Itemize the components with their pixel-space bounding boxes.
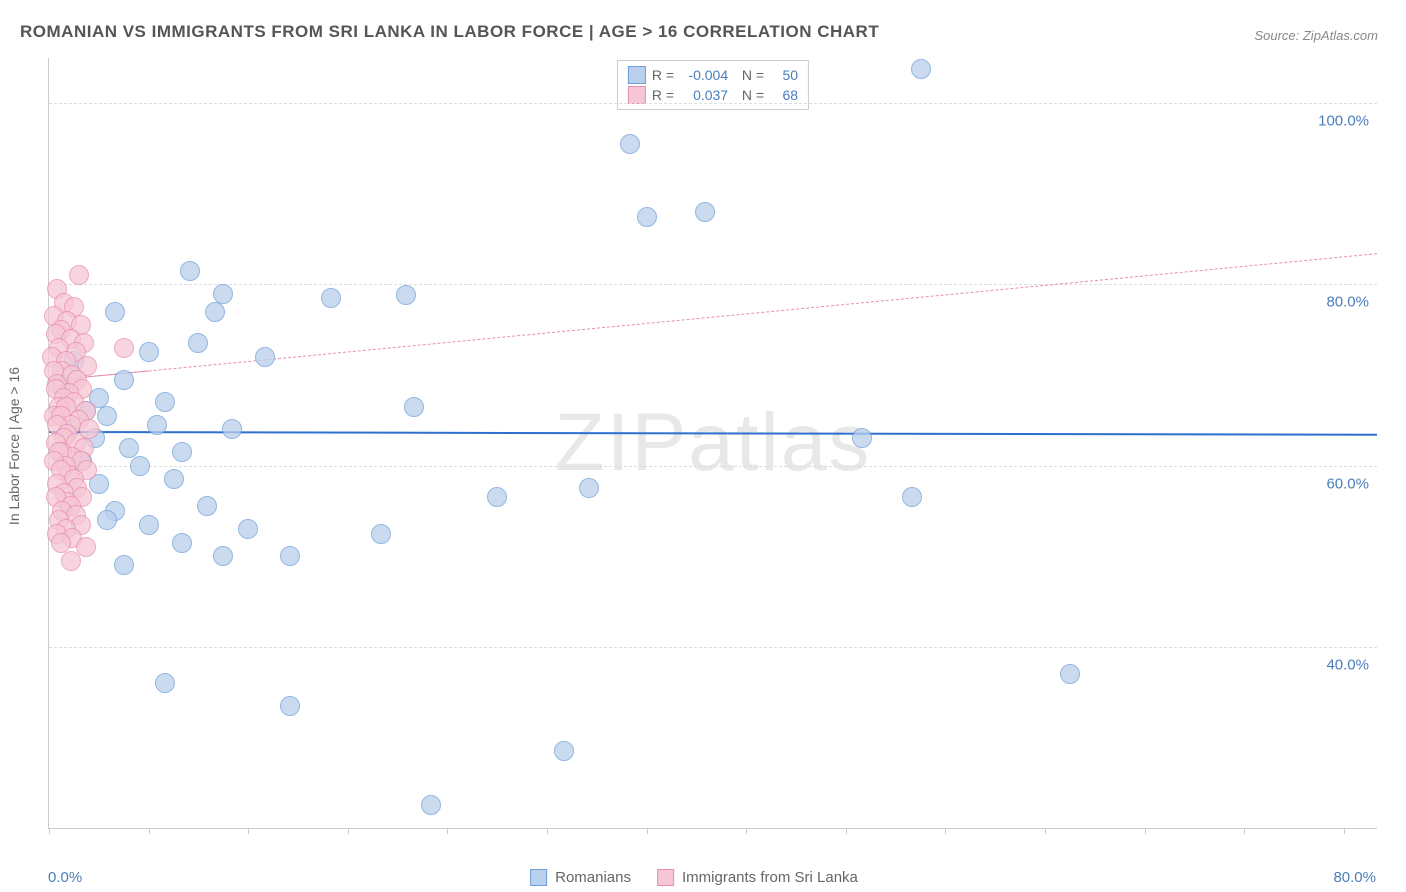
data-point (1060, 664, 1080, 684)
data-point (238, 519, 258, 539)
data-point (902, 487, 922, 507)
data-point (172, 533, 192, 553)
source-prefix: Source: (1254, 28, 1302, 43)
legend-n-label: N = (734, 85, 764, 105)
gridline (49, 284, 1377, 285)
trend-line (49, 431, 1377, 436)
data-point (396, 285, 416, 305)
x-axis-start-label: 0.0% (48, 869, 82, 886)
data-point (130, 456, 150, 476)
data-point (105, 302, 125, 322)
data-point (911, 59, 931, 79)
data-point (637, 207, 657, 227)
x-tick (746, 828, 747, 834)
data-point (155, 392, 175, 412)
data-point (114, 370, 134, 390)
legend-r-value: -0.004 (680, 65, 728, 85)
data-point (205, 302, 225, 322)
x-tick (547, 828, 548, 834)
x-tick (1145, 828, 1146, 834)
data-point (114, 555, 134, 575)
y-axis-label: In Labor Force | Age > 16 (6, 367, 22, 525)
data-point (421, 795, 441, 815)
legend-correlation-row: R = 0.037 N = 68 (628, 85, 798, 105)
data-point (164, 469, 184, 489)
legend-series-label: Immigrants from Sri Lanka (682, 869, 858, 886)
legend-n-label: N = (734, 65, 764, 85)
data-point (554, 741, 574, 761)
data-point (695, 202, 715, 222)
x-tick (49, 828, 50, 834)
x-tick (149, 828, 150, 834)
legend-r-value: 0.037 (680, 85, 728, 105)
chart-title: ROMANIAN VS IMMIGRANTS FROM SRI LANKA IN… (20, 22, 879, 42)
y-tick-label: 40.0% (1326, 656, 1369, 673)
data-point (139, 342, 159, 362)
data-point (213, 284, 233, 304)
source-link[interactable]: ZipAtlas.com (1303, 28, 1378, 43)
data-point (404, 397, 424, 417)
gridline (49, 647, 1377, 648)
gridline (49, 466, 1377, 467)
gridline (49, 103, 1377, 104)
data-point (69, 265, 89, 285)
y-tick-label: 80.0% (1326, 294, 1369, 311)
data-point (97, 406, 117, 426)
x-tick (348, 828, 349, 834)
data-point (51, 533, 71, 553)
data-point (213, 546, 233, 566)
x-tick (1244, 828, 1245, 834)
data-point (487, 487, 507, 507)
x-tick (1045, 828, 1046, 834)
legend-swatch (530, 869, 547, 886)
legend-swatch (628, 86, 646, 104)
data-point (255, 347, 275, 367)
chart-container: ROMANIAN VS IMMIGRANTS FROM SRI LANKA IN… (0, 0, 1406, 892)
data-point (114, 338, 134, 358)
legend-correlation-row: R = -0.004 N = 50 (628, 65, 798, 85)
x-axis-end-label: 80.0% (1333, 869, 1376, 886)
data-point (139, 515, 159, 535)
legend-n-value: 68 (770, 85, 798, 105)
data-point (155, 673, 175, 693)
x-tick (1344, 828, 1345, 834)
x-tick (945, 828, 946, 834)
legend-r-label: R = (652, 85, 674, 105)
data-point (579, 478, 599, 498)
data-point (119, 438, 139, 458)
data-point (620, 134, 640, 154)
legend-swatch (657, 869, 674, 886)
data-point (371, 524, 391, 544)
x-tick (248, 828, 249, 834)
data-point (97, 510, 117, 530)
data-point (180, 261, 200, 281)
legend-r-label: R = (652, 65, 674, 85)
legend-series: Romanians Immigrants from Sri Lanka (530, 869, 876, 886)
y-tick-label: 60.0% (1326, 475, 1369, 492)
source-attribution: Source: ZipAtlas.com (1254, 28, 1378, 43)
data-point (280, 696, 300, 716)
x-tick (647, 828, 648, 834)
trend-line (49, 253, 1377, 381)
legend-swatch (628, 66, 646, 84)
data-point (172, 442, 192, 462)
legend-n-value: 50 (770, 65, 798, 85)
x-tick (846, 828, 847, 834)
data-point (321, 288, 341, 308)
y-tick-label: 100.0% (1318, 113, 1369, 130)
data-point (61, 551, 81, 571)
data-point (188, 333, 208, 353)
data-point (197, 496, 217, 516)
data-point (222, 419, 242, 439)
plot-area: ZIPatlas R = -0.004 N = 50 R = 0.037 N = 68 4… (48, 58, 1377, 829)
watermark: ZIPatlas (555, 396, 872, 490)
data-point (852, 428, 872, 448)
data-point (280, 546, 300, 566)
x-tick (447, 828, 448, 834)
legend-series-label: Romanians (555, 869, 631, 886)
data-point (147, 415, 167, 435)
